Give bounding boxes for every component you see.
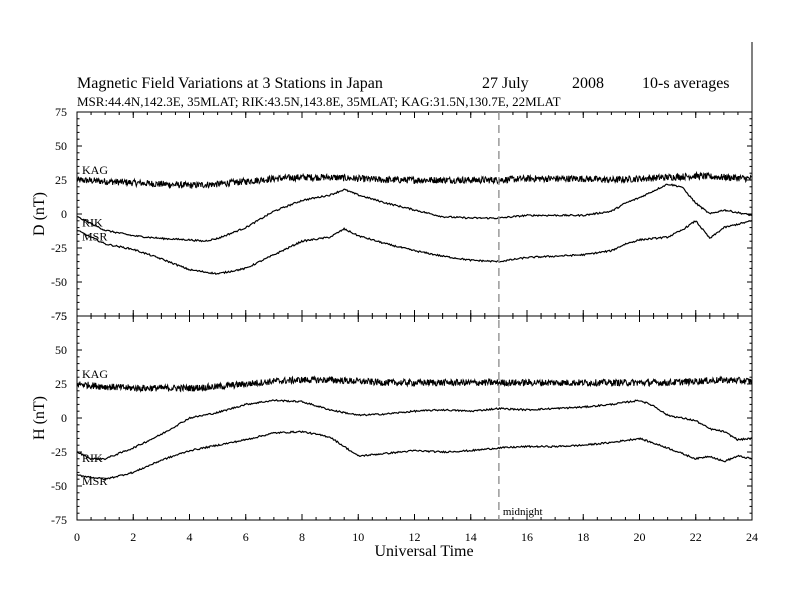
panel-h-y-axis: 75 50 25 0 -25 -50 -75 [51, 309, 752, 527]
series-label-msr: MSR [82, 229, 107, 243]
series-label-msr: MSR [82, 474, 107, 488]
series-line-msr [76, 430, 753, 481]
series-line-kag [76, 375, 753, 393]
y-tick-label: -25 [51, 241, 67, 255]
y-tick-label: 0 [61, 207, 67, 221]
chart-date-day: 27 July [482, 75, 529, 92]
x-tick-label: 10 [352, 530, 364, 544]
panel-h-series-labels: KAG RIK MSR [82, 367, 108, 488]
y-tick-label: 25 [55, 377, 67, 391]
y-tick-label: 75 [55, 105, 67, 119]
panel-h-series [76, 375, 753, 481]
series-line-rik [76, 183, 753, 243]
panel-d-y-label: D (nT) [31, 192, 48, 236]
series-line-kag [76, 170, 753, 190]
y-tick-label: 75 [55, 309, 67, 323]
x-axis-label: Universal Time [374, 543, 473, 560]
chart-date-year: 2008 [572, 75, 604, 92]
panel-h-y-label: H (nT) [31, 396, 48, 440]
panel-h: 75 50 25 0 -25 -50 -75 KAG RIK MSR H (nT) [31, 309, 753, 527]
x-tick-label: 14 [465, 530, 477, 544]
x-tick-label: 8 [299, 530, 305, 544]
chart-averaging: 10-s averages [642, 75, 730, 92]
series-label-rik: RIK [82, 216, 103, 230]
y-tick-label: 50 [55, 139, 67, 153]
panel-d-y-axis: 75 50 25 0 -25 -50 -75 [51, 105, 752, 323]
y-tick-label: 0 [61, 411, 67, 425]
y-tick-label: 50 [55, 343, 67, 357]
x-tick-label: 0 [74, 530, 80, 544]
x-tick-label: 4 [187, 530, 193, 544]
series-line-msr [76, 220, 753, 276]
x-tick-label: 22 [690, 530, 702, 544]
x-tick-label: 6 [243, 530, 249, 544]
series-label-kag: KAG [82, 367, 108, 381]
midnight-label: midnight [503, 506, 543, 518]
series-line-rik [76, 398, 753, 461]
x-tick-label: 24 [746, 530, 758, 544]
x-tick-label: 12 [409, 530, 421, 544]
y-tick-label: 25 [55, 173, 67, 187]
panel-h-frame [76, 315, 753, 521]
x-tick-label: 16 [521, 530, 533, 544]
x-tick-label: 2 [130, 530, 136, 544]
y-tick-label: -50 [51, 479, 67, 493]
y-tick-label: -75 [51, 513, 67, 527]
x-tick-label: 20 [634, 530, 646, 544]
panel-d-series [76, 170, 753, 276]
stations-info: MSR:44.4N,142.3E, 35MLAT; RIK:43.5N,143.… [77, 94, 561, 109]
x-axis: 0 2 4 6 8 10 12 14 16 18 20 22 24 [74, 112, 758, 544]
chart-title: Magnetic Field Variations at 3 Stations … [77, 75, 383, 92]
y-tick-label: -75 [51, 309, 67, 323]
series-label-rik: RIK [82, 451, 103, 465]
series-label-kag: KAG [82, 163, 108, 177]
y-tick-label: -25 [51, 445, 67, 459]
y-tick-label: -50 [51, 275, 67, 289]
panel-d-frame [76, 111, 753, 317]
x-tick-label: 18 [577, 530, 589, 544]
